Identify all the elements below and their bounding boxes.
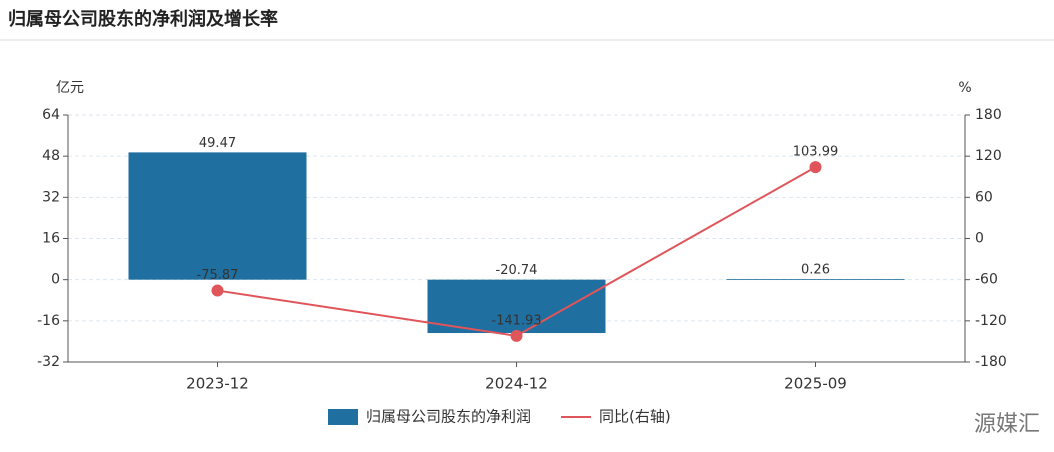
line-value-label: -141.93 xyxy=(491,313,541,328)
line-value-label: -75.87 xyxy=(197,268,239,283)
bar xyxy=(726,278,905,280)
y2-tick-label: 180 xyxy=(975,107,1002,123)
bar xyxy=(427,279,606,334)
x-tick-label: 2024-12 xyxy=(485,375,548,393)
watermark: 源媒汇 xyxy=(974,412,1040,437)
line-point xyxy=(510,329,523,342)
y2-tick-label: 0 xyxy=(975,231,984,247)
y2-tick-label: -120 xyxy=(975,313,1007,329)
legend-swatch xyxy=(328,409,358,425)
x-tick-label: 2025-09 xyxy=(784,375,847,393)
bar-value-label: -20.74 xyxy=(496,263,538,278)
line-value-label: 103.99 xyxy=(793,145,839,160)
bar-value-label: 49.47 xyxy=(199,136,236,151)
y-tick-label: 64 xyxy=(42,107,60,123)
y-tick-label: 32 xyxy=(42,189,60,205)
line-point xyxy=(809,161,822,174)
y-axis-label: 亿元 xyxy=(56,80,84,96)
y-tick-label: 16 xyxy=(42,231,60,247)
x-tick-label: 2023-12 xyxy=(186,375,249,393)
y2-tick-label: 60 xyxy=(975,189,993,205)
y2-tick-label: 120 xyxy=(975,148,1002,164)
y-tick-label: -32 xyxy=(37,354,60,370)
y2-axis-label: % xyxy=(958,80,971,96)
y-tick-label: -16 xyxy=(37,313,60,329)
y-tick-label: 48 xyxy=(42,148,60,164)
bar xyxy=(128,152,307,280)
legend-label: 归属母公司股东的净利润 xyxy=(366,408,531,426)
y2-tick-label: -60 xyxy=(975,272,998,288)
line-point xyxy=(211,284,224,297)
legend-label: 同比(右轴) xyxy=(599,408,671,426)
chart-title: 归属母公司股东的净利润及增长率 xyxy=(8,8,278,30)
y2-tick-label: -180 xyxy=(975,354,1007,370)
bar-value-label: 0.26 xyxy=(801,262,830,277)
y-tick-label: 0 xyxy=(51,272,60,288)
